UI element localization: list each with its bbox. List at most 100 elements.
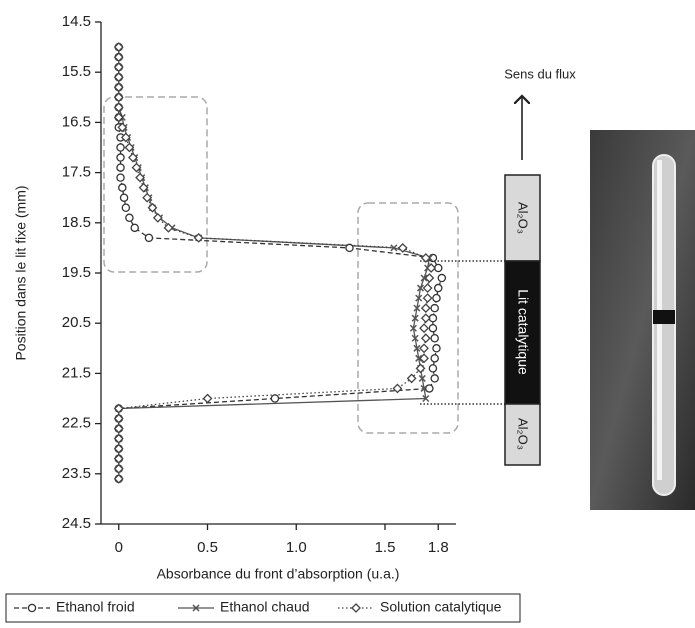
marker-diamond [124, 142, 135, 153]
y-tick-label: 24.5 [62, 515, 91, 532]
y-tick-label: 15.5 [62, 63, 91, 80]
legend-label: Solution catalytique [380, 599, 502, 615]
marker-diamond [415, 363, 426, 374]
x-tick-label: 1.8 [428, 539, 449, 556]
marker-circle [430, 374, 439, 383]
marker-diamond [113, 433, 124, 444]
catalytic-bed [504, 260, 541, 405]
marker-diamond [113, 102, 124, 113]
y-tick-label: 16.5 [62, 113, 91, 130]
top-layer-label: Al₂O₃ [516, 202, 531, 234]
marker-x [420, 384, 428, 392]
marker-circle [116, 153, 125, 162]
marker-x [422, 394, 430, 403]
marker-diamond [113, 112, 124, 123]
y-tick-label: 20.5 [62, 314, 91, 331]
bottom-layer-label: Al₂O₃ [516, 418, 531, 450]
marker-diamond [128, 152, 138, 163]
marker-x [390, 244, 398, 252]
marker-circle [27, 603, 37, 613]
marker-diamond [202, 393, 213, 404]
marker-circle [119, 193, 129, 202]
marker-diamond [142, 192, 153, 203]
marker-diamond [147, 202, 158, 213]
series-line [118, 47, 432, 479]
marker-x [411, 334, 419, 342]
marker-diamond [131, 162, 142, 173]
x-tick-label: 0 [115, 539, 123, 556]
marker-circle [116, 163, 125, 172]
marker-circle [116, 143, 125, 152]
marker-diamond [420, 253, 431, 263]
marker-diamond [113, 413, 124, 424]
y-tick-label: 14.5 [62, 13, 91, 30]
marker-diamond [397, 242, 408, 253]
marker-diamond [426, 263, 437, 273]
highlight-box [103, 96, 208, 273]
y-axis-title: Position dans le lit fixe (mm) [13, 185, 29, 360]
marker-diamond [113, 92, 124, 103]
marker-x [409, 324, 417, 332]
marker-x [416, 284, 425, 292]
marker-diamond [392, 383, 403, 394]
marker-circle [430, 334, 439, 343]
marker-diamond [135, 172, 145, 183]
marker-diamond [163, 222, 174, 233]
x-tick-label: 1.0 [286, 539, 307, 556]
marker-diamond [419, 353, 429, 364]
marker-diamond [422, 283, 433, 293]
marker-diamond [117, 122, 128, 133]
marker-diamond [113, 42, 124, 53]
marker-circle [428, 364, 438, 373]
y-tick-label: 22.5 [62, 415, 91, 432]
marker-diamond [113, 62, 124, 73]
marker-diamond [351, 603, 361, 613]
marker-circle [433, 283, 443, 293]
marker-x [418, 374, 426, 382]
marker-circle [144, 233, 154, 243]
marker-x [411, 314, 419, 322]
y-tick-label: 17.5 [62, 164, 91, 181]
legend-label: Ethanol froid [56, 599, 135, 615]
marker-x [192, 604, 200, 612]
y-tick-label: 23.5 [62, 465, 91, 482]
marker-circle [118, 183, 127, 192]
marker-diamond [424, 273, 435, 283]
marker-diamond [113, 72, 124, 83]
series-line [118, 47, 431, 479]
marker-circle [432, 293, 441, 303]
marker-diamond [422, 293, 433, 304]
marker-diamond [419, 343, 429, 354]
marker-circle [121, 203, 131, 212]
marker-diamond [193, 232, 204, 243]
marker-circle [430, 303, 439, 313]
reactor-photo [590, 130, 695, 510]
alumina-layer [504, 403, 541, 466]
x-axis-title: Absorbance du front d’absorption (u.a.) [157, 566, 400, 582]
marker-diamond [120, 132, 131, 143]
marker-circle [428, 323, 438, 333]
marker-x [415, 354, 423, 362]
marker-diamond [113, 52, 124, 63]
marker-diamond [420, 333, 431, 344]
series-line [118, 47, 443, 479]
photo-bed [653, 310, 675, 324]
bed-label: Lit catalytique [515, 289, 531, 375]
flow-label: Sens du flux [504, 66, 576, 81]
photo-tube [652, 154, 676, 496]
marker-circle [125, 213, 134, 223]
marker-diamond [113, 82, 124, 93]
legend [5, 593, 521, 623]
marker-diamond [113, 443, 124, 454]
highlight-box [357, 202, 459, 434]
marker-diamond [419, 323, 429, 334]
marker-x [413, 344, 421, 352]
marker-circle [130, 223, 139, 233]
marker-circle [437, 273, 447, 283]
marker-diamond [138, 182, 149, 193]
marker-circle [116, 173, 125, 182]
marker-diamond [113, 453, 124, 464]
marker-diamond [113, 403, 124, 414]
marker-diamond [113, 473, 124, 484]
